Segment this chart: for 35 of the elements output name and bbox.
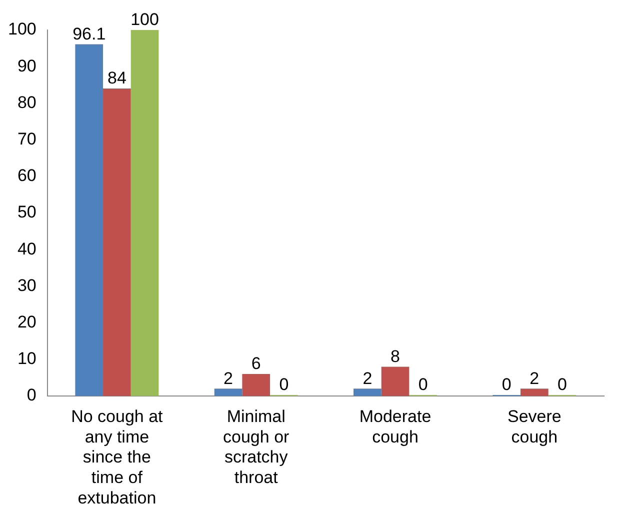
data-label: 100 — [130, 10, 159, 30]
data-label: 2 — [362, 368, 372, 388]
bar — [103, 88, 131, 396]
data-label: 84 — [107, 68, 126, 88]
y-tick-label: 50 — [17, 202, 36, 222]
bar — [381, 366, 410, 396]
data-label: 0 — [418, 375, 428, 394]
y-tick-label: 10 — [17, 349, 36, 368]
bar — [130, 30, 159, 396]
y-tick-label: 90 — [17, 56, 36, 76]
y-tick-label: 0 — [26, 386, 36, 405]
y-tick-label: 100 — [8, 20, 36, 39]
bar — [354, 388, 382, 396]
bar — [242, 374, 270, 396]
y-tick-label: 70 — [17, 129, 36, 148]
y-tick-label: 30 — [17, 276, 36, 295]
data-label: 8 — [390, 346, 400, 366]
x-tick-label: Moderate cough — [359, 406, 432, 446]
data-label: 0 — [279, 375, 289, 394]
data-label: 0 — [502, 375, 512, 394]
bar — [520, 388, 548, 396]
bar — [214, 388, 242, 396]
data-label: 0 — [558, 375, 567, 394]
bar — [75, 44, 104, 396]
y-tick-label: 40 — [17, 239, 36, 258]
y-tick-label: 20 — [17, 312, 36, 332]
data-label: 2 — [530, 368, 540, 388]
x-tick-label: Severe cough — [507, 406, 562, 446]
y-tick-label: 60 — [17, 166, 36, 186]
data-label: 96.1 — [72, 24, 106, 44]
data-label: 2 — [224, 368, 234, 388]
x-tick-label: No cough at any time since the time of extubation — [71, 406, 164, 508]
y-tick-label: 80 — [17, 92, 36, 112]
x-tick-label: Minimal cough or scratchy throat — [223, 406, 290, 488]
data-label: 6 — [251, 354, 261, 374]
